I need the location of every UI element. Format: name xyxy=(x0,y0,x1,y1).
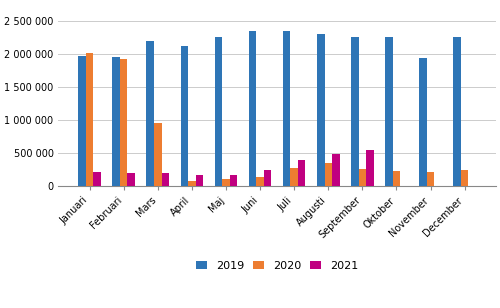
Bar xyxy=(120,59,128,186)
Bar xyxy=(351,37,358,186)
Bar xyxy=(317,34,324,186)
Bar xyxy=(230,175,237,186)
Bar xyxy=(249,30,256,186)
Bar xyxy=(112,57,120,186)
Bar xyxy=(188,181,196,186)
Bar xyxy=(256,177,264,186)
Bar xyxy=(454,37,461,186)
Bar xyxy=(358,169,366,186)
Bar xyxy=(162,173,169,186)
Bar xyxy=(146,41,154,186)
Bar xyxy=(94,172,101,186)
Bar xyxy=(461,170,468,186)
Bar xyxy=(86,53,94,186)
Bar xyxy=(392,171,400,186)
Bar xyxy=(128,173,135,186)
Bar xyxy=(180,47,188,186)
Bar xyxy=(332,154,340,186)
Bar xyxy=(222,180,230,186)
Bar xyxy=(427,172,434,186)
Bar xyxy=(290,168,298,186)
Bar xyxy=(154,123,162,186)
Bar xyxy=(298,160,306,186)
Bar xyxy=(264,169,272,186)
Bar xyxy=(78,56,86,186)
Bar xyxy=(385,37,392,186)
Bar xyxy=(196,176,203,186)
Bar xyxy=(283,31,290,186)
Bar xyxy=(324,163,332,186)
Bar xyxy=(420,59,427,186)
Bar xyxy=(366,150,374,186)
Legend: 2019, 2020, 2021: 2019, 2020, 2021 xyxy=(192,256,363,275)
Bar xyxy=(214,37,222,186)
